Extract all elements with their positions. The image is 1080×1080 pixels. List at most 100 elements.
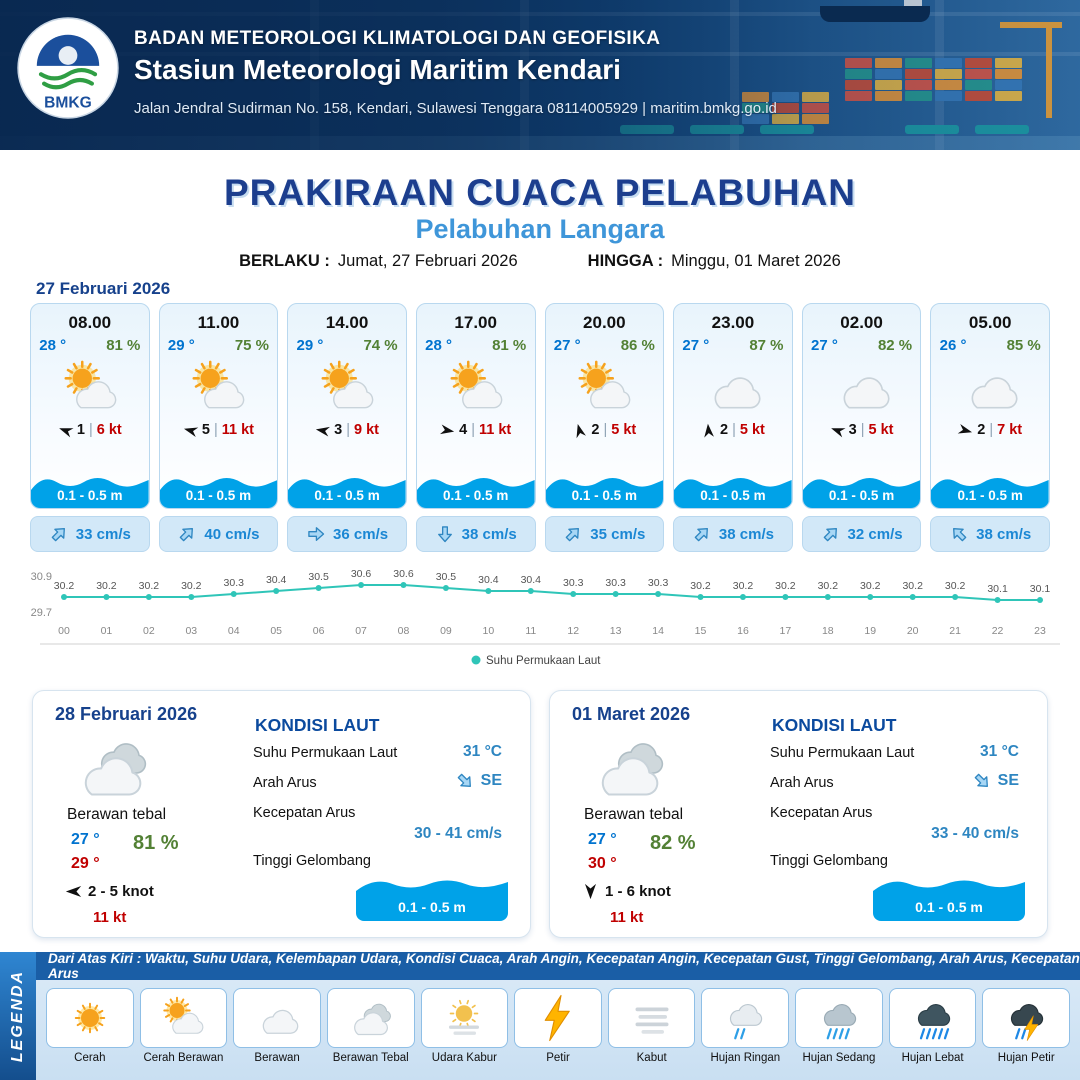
card-wind-row: 2 | 5 kt: [701, 422, 765, 438]
daily-temp-min: 27 °: [588, 831, 617, 848]
card-temperature: 28 °: [425, 337, 452, 354]
svg-text:30.3: 30.3: [563, 577, 584, 589]
svg-text:17: 17: [780, 625, 792, 637]
svg-text:06: 06: [313, 625, 325, 637]
svg-text:18: 18: [822, 625, 834, 637]
card-wind-speed: 2: [720, 422, 729, 438]
card-wave-height: 0.1 - 0.5 m: [314, 488, 380, 503]
legend-title-band: LEGENDA: [0, 952, 36, 1080]
card-current-speed: 36 cm/s: [333, 525, 389, 543]
current-direction-icon: [435, 524, 455, 544]
card-wave-height: 0.1 - 0.5 m: [957, 488, 1023, 503]
svg-text:30.3: 30.3: [648, 577, 669, 589]
hingga-label: HINGGA :: [587, 252, 664, 270]
daily-wind-range: 1 - 6 knot: [605, 883, 671, 900]
hourly-forecast-row: 08.00 28 ° 81 % 1 | 6 kt 0.1 - 0.5 m: [30, 303, 1050, 552]
current-speed-value: 33 - 40 cm/s: [931, 825, 1019, 842]
sea-conditions-title: KONDISI LAUT: [772, 715, 897, 735]
svg-text:08: 08: [398, 625, 410, 637]
wave-height-label: Tinggi Gelombang: [253, 853, 371, 869]
daily-wind-range: 2 - 5 knot: [88, 883, 154, 900]
card-wave-height: 0.1 - 0.5 m: [700, 488, 766, 503]
legend-item: Berawan Tebal: [326, 988, 415, 1065]
card-humidity: 85 %: [1006, 337, 1041, 354]
wave-height-band: 0.1 - 0.5 m: [545, 464, 664, 508]
svg-text:22: 22: [992, 625, 1004, 637]
card-time: 11.00: [197, 313, 240, 332]
legend-item-label: Hujan Ringan: [710, 1052, 781, 1064]
card-humidity: 75 %: [234, 337, 270, 354]
forecast-card: 17.00 28 ° 81 % 4 | 11 kt 0.1 - 0.5 m: [415, 303, 536, 552]
svg-text:12: 12: [567, 625, 579, 637]
separator: |: [603, 422, 608, 438]
wind-direction-icon: [828, 420, 847, 439]
legend-item-label: Cerah Berawan: [143, 1052, 224, 1064]
udara-kabur-icon: [420, 988, 509, 1048]
legend-item-label: Petir: [546, 1052, 570, 1064]
card-humidity: 87 %: [749, 337, 784, 354]
svg-text:15: 15: [695, 625, 707, 637]
current-bar: 40 cm/s: [158, 516, 279, 552]
sst-label: Suhu Permukaan Laut: [770, 745, 915, 761]
card-time: 08.00: [68, 313, 112, 332]
card-humidity: 81 %: [106, 337, 141, 354]
current-direction-icon: [45, 520, 73, 548]
card-wind-row: 1 | 6 kt: [58, 422, 122, 438]
svg-text:30.4: 30.4: [478, 574, 499, 586]
card-humidity: 74 %: [363, 337, 398, 354]
petir-icon: [514, 988, 602, 1048]
weather-icon: [702, 355, 764, 421]
svg-text:20: 20: [907, 625, 919, 637]
legend-item-label: Hujan Lebat: [901, 1052, 964, 1064]
card-temperature: 28 °: [39, 337, 67, 354]
wave-height-graphic: 0.1 - 0.5 m: [873, 869, 1025, 921]
current-direction-icon: [306, 524, 326, 544]
legend-item-label: Hujan Sedang: [802, 1052, 876, 1064]
svg-text:29.7: 29.7: [31, 607, 52, 619]
card-wind-row: 3 | 5 kt: [828, 420, 893, 439]
wave-height-band: 0.1 - 0.5 m: [674, 464, 792, 508]
svg-text:13: 13: [610, 625, 622, 637]
legend-item-label: Udara Kabur: [431, 1052, 497, 1064]
svg-text:30.2: 30.2: [96, 580, 117, 592]
forecast-date: 27 Februari 2026: [36, 279, 171, 298]
wave-height-band: 0.1 - 0.5 m: [416, 464, 535, 508]
card-wave-height: 0.1 - 0.5 m: [57, 488, 123, 503]
weather-icon: [187, 355, 249, 421]
card-wave-height: 0.1 - 0.5 m: [443, 488, 509, 503]
card-gust: 11 kt: [221, 422, 254, 438]
card-gust: 7 kt: [997, 422, 1023, 438]
svg-text:30.6: 30.6: [393, 568, 414, 580]
forecast-card-body: 11.00 29 ° 75 % 5 | 11 kt 0.1 - 0.5 m: [158, 303, 279, 509]
svg-text:09: 09: [440, 625, 452, 637]
current-bar: 32 cm/s: [801, 516, 922, 552]
svg-text:19: 19: [864, 625, 876, 637]
svg-text:30.3: 30.3: [605, 577, 626, 589]
validity-line: BERLAKU : Jumat, 27 Februari 2026 HINGGA …: [0, 252, 1080, 271]
hujan-sedang-icon: [795, 988, 883, 1048]
berawan-icon: [233, 988, 321, 1048]
current-direction-icon: [816, 520, 844, 548]
wave-height-band: 0.1 - 0.5 m: [288, 464, 406, 508]
weather-icon: [59, 355, 121, 421]
card-wave-height: 0.1 - 0.5 m: [828, 488, 895, 503]
current-bar: 38 cm/s: [930, 516, 1050, 552]
chart-legend-dot: [471, 655, 481, 665]
wind-direction-icon: [582, 883, 599, 900]
card-gust: 5 kt: [739, 422, 765, 438]
daily-date: 01 Maret 2026: [572, 704, 691, 724]
forecast-card: 23.00 27 ° 87 % 2 | 5 kt 0.1 - 0.5 m: [673, 303, 793, 552]
current-speed-value: 30 - 41 cm/s: [414, 825, 502, 842]
chart-legend-label: Suhu Permukaan Laut: [486, 655, 601, 667]
legend-section: Dari Atas Kiri : Waktu, Suhu Udara, Kele…: [0, 951, 1080, 1080]
svg-text:30.4: 30.4: [521, 574, 542, 586]
svg-text:07: 07: [355, 625, 367, 637]
wind-direction-icon: [181, 421, 199, 439]
separator: |: [88, 422, 93, 438]
weather-icon: [69, 727, 157, 807]
berlaku-label: BERLAKU :: [239, 252, 330, 270]
legend-items-row: Cerah Cerah Berawan Berawan Berawan Tebal Ud…: [46, 988, 1071, 1065]
forecast-card: 20.00 27 ° 86 % 2 | 5 kt 0.1 - 0.5 m: [544, 303, 665, 552]
weather-icon: [586, 727, 674, 807]
